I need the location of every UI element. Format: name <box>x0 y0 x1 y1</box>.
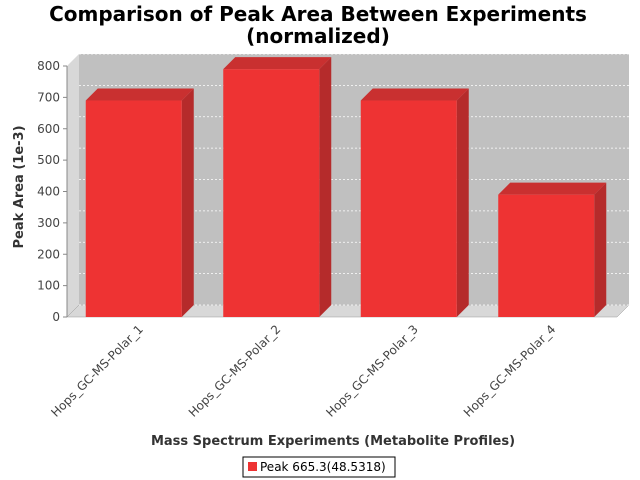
bar-top <box>223 57 332 70</box>
y-tick-label: 500 <box>37 153 60 167</box>
legend-box <box>242 456 396 478</box>
bars <box>85 57 607 317</box>
y-tick-label: 300 <box>37 216 60 230</box>
bar-front <box>85 100 182 317</box>
y-tick-label: 200 <box>37 247 60 261</box>
y-tick-label: 800 <box>37 59 60 73</box>
y-axis-label: Peak Area (1e-3) <box>12 125 27 248</box>
plot-area-wall <box>67 54 79 317</box>
bar-front <box>223 69 320 317</box>
x-axis-ticks: Hops_GC-MS-Polar_1 Hops_GC-MS-Polar_2 Hops… <box>48 322 558 420</box>
bar <box>223 57 332 317</box>
legend-swatch <box>248 462 257 471</box>
x-tick-label: Hops_GC-MS-Polar_1 <box>48 322 146 420</box>
bar-side <box>181 88 194 317</box>
y-axis: 0 100 200 300 400 500 600 700 800 <box>37 59 68 324</box>
y-tick-label: 100 <box>37 279 60 293</box>
chart-title: Comparison of Peak Area Between Experime… <box>49 2 587 26</box>
bar-top <box>360 88 469 101</box>
x-axis-label: Mass Spectrum Experiments (Metabolite Pr… <box>151 434 515 449</box>
chart-subtitle: (normalized) <box>246 24 390 48</box>
bar-front <box>498 194 595 317</box>
bar-top <box>498 182 607 195</box>
bar-front <box>360 100 457 317</box>
bar-top <box>85 88 194 101</box>
y-tick-label: 600 <box>37 122 60 136</box>
bar-side <box>319 57 332 317</box>
y-tick-label: 400 <box>37 185 60 199</box>
bar-side <box>594 182 607 317</box>
y-tick-label: 700 <box>37 90 60 104</box>
bar <box>85 88 194 317</box>
bar <box>498 182 607 317</box>
x-tick-label: Hops_GC-MS-Polar_4 <box>461 322 559 420</box>
x-tick-label: Hops_GC-MS-Polar_3 <box>323 322 421 420</box>
x-tick-label: Hops_GC-MS-Polar_2 <box>186 322 284 420</box>
bar <box>360 88 469 317</box>
bar-side <box>456 88 469 317</box>
legend-label: Peak 665.3(48.5318) <box>260 460 386 474</box>
y-tick-label: 0 <box>52 310 60 324</box>
legend: Peak 665.3(48.5318) <box>242 456 396 478</box>
